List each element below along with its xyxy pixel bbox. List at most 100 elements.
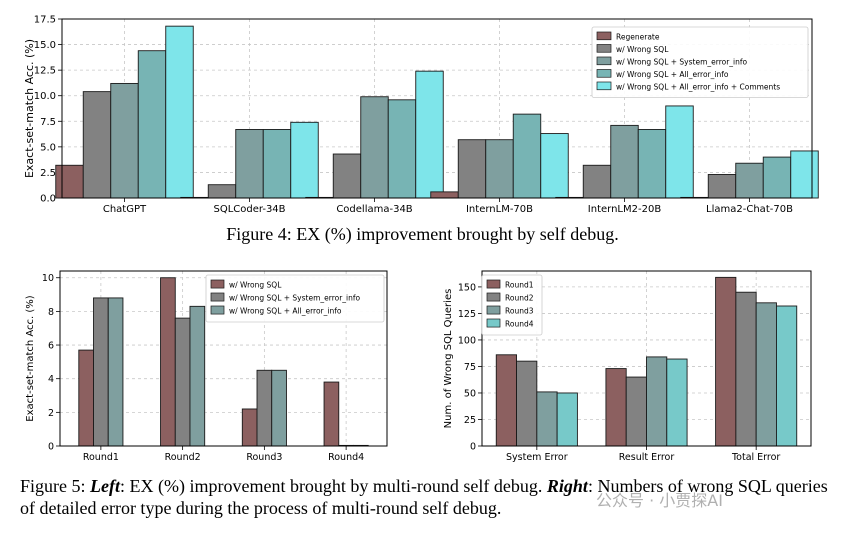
y-axis-label: Exact-set-match Acc. (%) [23,39,36,178]
y-tick-label: 75 [464,362,476,373]
y-tick-label: 2.5 [40,168,56,179]
legend-box [205,274,385,323]
y-tick-label: 2 [48,408,54,419]
bar [323,381,340,447]
x-tick-label: Llama2-Chat-70B [706,204,793,215]
legend-label: Round4 [505,320,534,329]
y-tick-label: 150 [458,282,476,293]
figure-5-right-label: Right [546,476,588,496]
bar [290,121,319,199]
bar [790,150,819,199]
figure-5-left-text: : EX (%) improvement brought by multi-ro… [119,476,547,496]
bar [755,302,777,447]
y-tick-label: 17.5 [34,15,56,26]
bar [165,25,194,199]
bar [582,164,612,199]
x-tick-label: Round2 [165,452,201,463]
x-tick-label: Total Error [731,452,780,463]
legend-label: Regenerate [616,32,660,41]
bar [512,113,542,199]
legend-swatch [596,44,612,53]
bar [271,369,287,447]
bar [495,354,517,447]
x-tick-label: SQLCoder-34B [213,204,285,215]
y-tick-label: 5.0 [40,142,56,153]
y-tick-label: 0 [470,442,476,453]
bar [735,162,764,199]
legend-label: Round3 [505,307,534,316]
y-axis-label: Num. of Wrong SQL Queries [443,289,454,429]
bar [93,297,109,447]
bar [556,392,578,447]
bar [415,70,444,199]
watermark-text: 公众号 · 小贾探AI [596,491,723,510]
legend-swatch [210,279,225,289]
bar [707,174,737,199]
legend-label: w/ Wrong SQL + All_error_info + Comments [616,82,780,91]
legend-swatch [596,81,612,91]
x-tick-label: InternLM2-20B [588,204,662,215]
legend-label: w/ Wrong SQL [229,281,282,290]
bar [646,356,668,447]
legend-swatch [486,305,501,315]
legend-swatch [210,305,225,315]
legend-swatch [596,56,612,66]
bar [637,129,667,199]
y-tick-label: 12.5 [34,66,56,77]
legend-swatch [486,279,501,289]
axes-frame [481,270,812,447]
y-tick-label: 0.0 [40,194,56,205]
bar [387,99,417,199]
x-tick-label: ChatGPT [103,204,147,215]
legend-label: w/ Wrong SQL + All_error_info [616,70,729,79]
y-tick-label: 6 [48,341,54,352]
y-tick-label: 8 [48,307,54,318]
legend-swatch [486,318,501,328]
figure-4-caption-text: Figure 4: EX (%) improvement brought by … [226,224,619,244]
bar [189,305,206,447]
legend-label: w/ Wrong SQL + System_error_info [229,294,361,303]
watermark: 公众号 · 小贾探AI [596,487,723,511]
bar [715,276,737,447]
legend-label: w/ Wrong SQL + All_error_info [229,307,342,316]
legend-swatch [486,292,501,302]
bar [110,82,139,199]
bar [107,297,124,447]
y-axis-label: Exact-set-match Acc. (%) [25,295,36,422]
bar [665,105,694,199]
y-tick-label: 50 [464,388,476,399]
y-tick-label: 4 [48,374,54,385]
y-tick-label: 7.5 [40,117,56,128]
y-tick-label: 10 [42,273,54,284]
legend-swatch [596,69,612,78]
bar [762,156,792,199]
bar [735,291,757,447]
y-tick-label: 15.0 [34,40,56,51]
bar [610,124,639,199]
bar [360,96,389,199]
axes-frame [61,18,813,199]
y-tick-label: 10.0 [34,91,56,102]
y-tick-label: 0 [48,442,54,453]
bar [457,139,487,199]
y-tick-label: 25 [464,415,476,426]
figure-4-caption: Figure 4: EX (%) improvement brought by … [0,224,845,245]
bar [536,391,558,447]
y-tick-label: 125 [458,309,476,320]
axes-frame [59,270,388,447]
legend-label: Round2 [505,294,534,303]
figure-5-lead: Figure 5: [20,476,90,496]
bar [540,133,569,199]
legend-label: Round1 [505,281,534,290]
bar [241,408,258,447]
bar [485,139,514,199]
bar [430,191,459,199]
x-tick-label: Codellama-34B [336,204,412,215]
bar [174,317,191,447]
legend-label: w/ Wrong SQL + System_error_info [616,57,748,66]
legend-swatch [210,292,225,302]
x-tick-label: Result Error [619,452,675,463]
legend-label: w/ Wrong SQL [616,45,669,54]
legend-box [591,26,809,98]
x-tick-label: Round1 [83,452,119,463]
